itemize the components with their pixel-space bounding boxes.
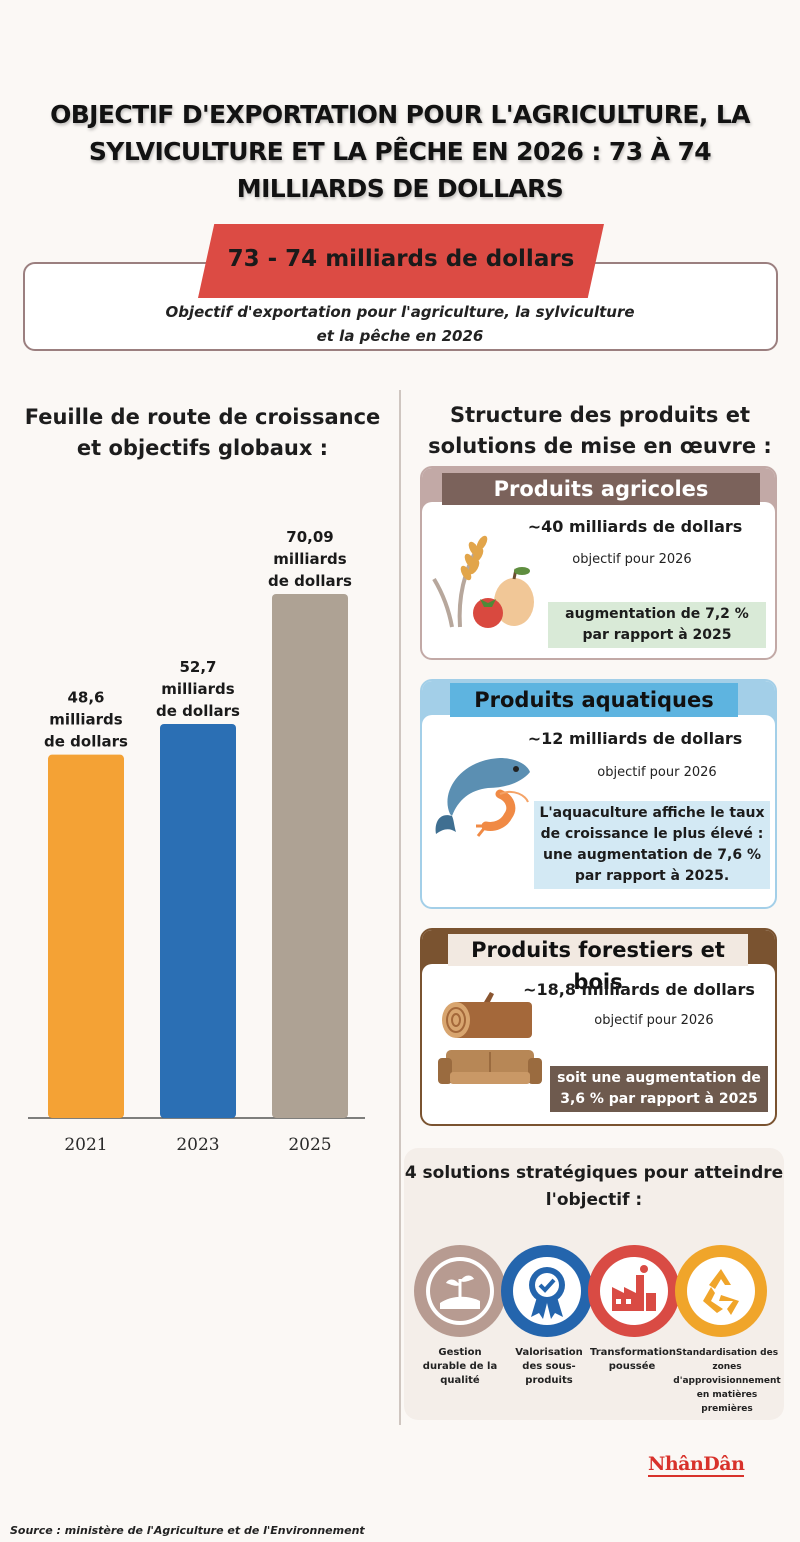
bar-2021: [48, 754, 124, 1118]
recycle-icon: [703, 1269, 739, 1315]
solution-label-quality: Gestion durable de la qualité: [422, 1347, 498, 1386]
source-note: Source : ministère de l'Agriculture et d…: [10, 1524, 365, 1537]
column-divider: [399, 390, 401, 1425]
factory-icon: [612, 1265, 656, 1311]
x-tick-label-2025: 2025: [288, 1135, 331, 1155]
by-products-circle: [501, 1245, 593, 1337]
card-forestry-amount: ~18,8 milliards de dollars: [523, 980, 755, 999]
award-badge-icon: [529, 1267, 565, 1319]
processing-circle: [588, 1245, 680, 1337]
nhandan-logo: NhânDân: [648, 1453, 745, 1477]
structure-heading: Structure des produits et solutions de m…: [428, 403, 772, 458]
plant-field-icon: [430, 1261, 490, 1321]
roadmap-heading: Feuille de route de croissance et object…: [24, 405, 381, 460]
x-tick-label-2023: 2023: [176, 1135, 219, 1155]
fish-shrimp-icon: [435, 758, 530, 837]
wheat-fruit-icon: [432, 535, 534, 628]
card-agricultural-subtitle: objectif pour 2026: [572, 552, 692, 567]
bar-value-label-2023: 52,7 milliards de dollars: [156, 658, 240, 720]
card-forestry-subtitle: objectif pour 2026: [594, 1013, 714, 1028]
card-aquatic-subtitle: objectif pour 2026: [597, 765, 717, 780]
bar-2023: [160, 724, 236, 1118]
bar-value-label-2021: 48,6 milliards de dollars: [44, 689, 128, 751]
solution-label-byproducts: Valorisation des sous-produits: [515, 1347, 583, 1386]
bar-value-label-2025: 70,09 milliards de dollars: [268, 528, 352, 590]
card-aquatic-note: L'aquaculture affiche le taux de croissa…: [534, 801, 770, 889]
goal-description: Objectif d'exportation pour l'agricultur…: [165, 303, 635, 345]
card-agricultural-header: Produits agricoles: [442, 473, 760, 505]
export-bar-chart: 48,6 milliards de dollars 2021 52,7 milliards…: [28, 528, 365, 1155]
card-forestry-header: Produits forestiers et bois: [448, 934, 748, 994]
solution-label-standardization: Standardisation des zones d'approvisionn…: [673, 1348, 781, 1414]
card-agricultural-amount: ~40 milliards de dollars: [527, 517, 743, 536]
solutions-heading: 4 solutions stratégiques pour atteindre …: [404, 1163, 784, 1210]
card-aquatic-amount: ~12 milliards de dollars: [527, 729, 743, 748]
quality-management-circle: [414, 1245, 506, 1337]
standardization-circle: [675, 1245, 767, 1337]
card-aquatic-header: Produits aquatiques: [450, 683, 738, 717]
goal-banner: [198, 224, 604, 298]
card-forestry-note: soit une augmentation de 3,6 % par rappo…: [550, 1066, 768, 1112]
solution-label-processing: Transformation poussée: [590, 1347, 676, 1372]
page-title: OBJECTIF D'EXPORTATION POUR L'AGRICULTUR…: [50, 100, 750, 203]
x-tick-label-2021: 2021: [64, 1135, 107, 1155]
bar-2025: [272, 594, 348, 1118]
goal-amount: 73 - 74 milliards de dollars: [227, 246, 575, 272]
log-sofa-icon: [438, 992, 542, 1084]
card-agricultural-note: augmentation de 7,2 % par rapport à 2025: [548, 602, 766, 648]
